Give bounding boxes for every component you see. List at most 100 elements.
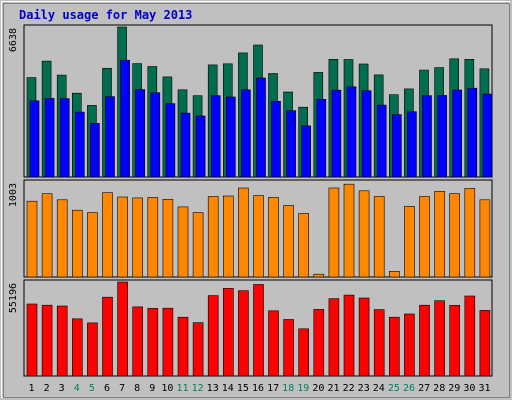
bar-top-s1-day-26 (407, 111, 417, 178)
bar-top-s1-day-6 (105, 96, 115, 178)
outer-frame-dark (3, 3, 510, 398)
bar-top-s1-day-1 (29, 100, 40, 178)
bar-bottom-s0-day-14 (223, 287, 234, 377)
bar-middle-s0-day-14 (223, 195, 234, 278)
bar-bottom-s0-day-12 (192, 322, 204, 377)
bar-middle-s0-day-11 (177, 206, 189, 278)
bar-middle-s0-day-31 (479, 199, 491, 278)
day-label-18: 18 (282, 383, 294, 394)
bar-bottom-s0-day-5 (87, 322, 98, 377)
day-label-11: 11 (176, 383, 188, 394)
bar-middle-s0-day-24 (373, 196, 385, 278)
day-label-5: 5 (89, 383, 95, 394)
day-label-30: 30 (463, 383, 475, 394)
day-label-10: 10 (161, 383, 173, 394)
bar-top-s1-day-30 (467, 87, 478, 178)
day-label-22: 22 (343, 383, 355, 394)
bar-middle-s0-day-22 (343, 183, 355, 278)
day-label-17: 17 (267, 383, 279, 394)
day-label-2: 2 (44, 383, 50, 394)
bar-bottom-s0-day-13 (207, 295, 219, 377)
bar-middle-s0-day-8 (132, 197, 143, 278)
day-label-26: 26 (403, 383, 415, 394)
bar-top-s1-day-23 (361, 90, 372, 178)
bar-top-s1-day-17 (271, 101, 281, 178)
bar-middle-s0-day-10 (162, 199, 174, 278)
bar-bottom-s0-day-16 (253, 284, 264, 377)
bar-top-s1-day-27 (422, 95, 432, 178)
bar-middle-s0-day-2 (41, 193, 53, 278)
bar-bottom-s0-day-25 (388, 316, 400, 377)
bar-top-s1-day-31 (482, 93, 493, 178)
bar-bottom-s0-day-4 (72, 318, 83, 377)
bar-middle-s0-day-13 (207, 196, 219, 278)
bar-bottom-s0-day-3 (56, 305, 68, 377)
bar-bottom-s0-day-20 (313, 309, 325, 377)
day-label-15: 15 (237, 383, 249, 394)
bar-bottom-s0-day-21 (328, 298, 340, 377)
bar-bottom-s0-day-26 (404, 313, 415, 377)
day-label-24: 24 (373, 383, 385, 394)
panel-bottom: 55196 (8, 279, 493, 377)
bar-bottom-s0-day-8 (132, 306, 143, 377)
bar-bottom-s0-day-15 (238, 290, 249, 377)
bar-bottom-s0-day-28 (434, 300, 445, 377)
bar-top-s1-day-10 (165, 103, 176, 178)
bar-bottom-s0-day-6 (102, 296, 113, 377)
day-label-28: 28 (433, 383, 445, 394)
bar-middle-s0-day-16 (253, 195, 264, 278)
bar-bottom-s0-day-11 (177, 316, 189, 377)
bar-middle-s0-day-7 (117, 196, 128, 278)
day-label-13: 13 (207, 383, 219, 394)
bar-middle-s0-day-3 (56, 199, 68, 278)
bar-top-s1-day-22 (346, 86, 357, 178)
bar-bottom-s0-day-19 (298, 328, 310, 377)
bar-middle-s0-day-27 (419, 196, 430, 278)
bar-middle-s0-day-29 (449, 193, 461, 278)
bar-top-s1-day-20 (316, 99, 327, 178)
bar-middle-s0-day-15 (238, 187, 249, 278)
bar-bottom-s0-day-27 (419, 304, 430, 377)
day-label-6: 6 (104, 383, 110, 394)
bar-top-s1-day-28 (437, 95, 447, 178)
bar-middle-s0-day-28 (434, 191, 445, 278)
y-max-label-middle: 1003 (8, 183, 19, 207)
bar-top-s1-day-4 (75, 111, 85, 178)
bar-middle-s0-day-19 (298, 213, 310, 278)
day-label-27: 27 (418, 383, 430, 394)
bar-top-s1-day-9 (150, 92, 161, 178)
day-label-20: 20 (312, 383, 324, 394)
bar-top-s1-day-13 (210, 95, 221, 178)
y-max-label-top: 6638 (8, 28, 19, 52)
bar-middle-s0-day-21 (328, 187, 340, 278)
bar-bottom-s0-day-24 (373, 309, 385, 377)
bar-middle-s0-day-17 (268, 197, 279, 278)
bar-bottom-s0-day-29 (449, 304, 461, 377)
panel-middle: 1003 (8, 179, 493, 278)
bar-middle-s0-day-9 (147, 197, 159, 278)
bar-middle-s0-day-6 (102, 192, 113, 278)
y-max-label-bottom: 55196 (8, 283, 19, 313)
bar-top-s1-day-24 (376, 104, 387, 178)
bar-bottom-s0-day-9 (147, 308, 159, 377)
bar-top-s1-day-15 (241, 89, 251, 178)
bar-middle-s0-day-18 (283, 205, 294, 278)
day-label-8: 8 (134, 383, 140, 394)
bar-top-s1-day-29 (452, 89, 463, 178)
bar-top-s1-day-3 (59, 98, 70, 178)
bar-top-s1-day-16 (256, 77, 266, 178)
bar-top-s1-day-18 (286, 110, 296, 178)
bar-top-s1-day-12 (195, 115, 206, 178)
day-label-29: 29 (448, 383, 460, 394)
bar-middle-s0-day-26 (404, 206, 415, 278)
bar-top-s1-day-7 (120, 59, 130, 178)
bar-top-s1-day-2 (44, 98, 55, 178)
bar-bottom-s0-day-2 (41, 304, 53, 377)
bar-bottom-s0-day-10 (162, 307, 174, 377)
day-label-19: 19 (297, 383, 309, 394)
bar-middle-s0-day-25 (388, 270, 400, 278)
bar-middle-s0-day-30 (464, 188, 476, 278)
day-label-7: 7 (119, 383, 125, 394)
bar-bottom-s0-day-30 (464, 295, 476, 377)
